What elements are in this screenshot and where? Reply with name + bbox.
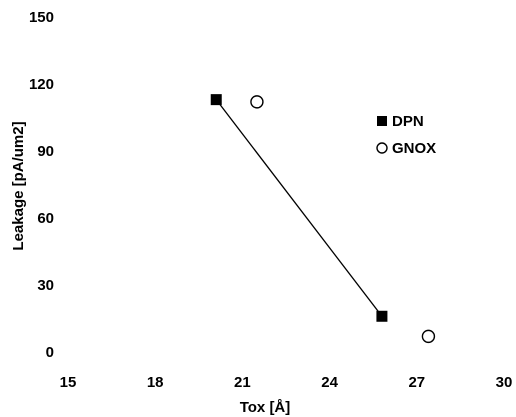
y-tick-label: 30: [37, 277, 54, 294]
x-tick-label: 18: [147, 374, 164, 391]
y-axis-ticks: 0 30 60 90 120 150: [29, 9, 54, 361]
legend-marker-dpn: [377, 116, 387, 126]
data-point-dpn: [376, 310, 388, 322]
x-tick-label: 24: [321, 374, 338, 391]
x-axis-title: Tox [Å]: [240, 399, 291, 416]
x-tick-label: 21: [234, 374, 251, 391]
data-point-dpn: [210, 94, 222, 106]
y-axis-title: Leakage [pA/um2]: [10, 121, 27, 250]
plot-area: [210, 94, 436, 344]
series-line-dpn: [215, 99, 383, 317]
legend-label-gnox: GNOX: [392, 140, 436, 157]
x-axis-ticks: 15 18 21 24 27 30: [60, 374, 513, 391]
y-tick-label: 120: [29, 76, 54, 93]
data-point-gnox: [250, 95, 264, 109]
x-tick-label: 30: [496, 374, 513, 391]
data-point-gnox: [421, 329, 436, 344]
y-tick-label: 90: [37, 143, 54, 160]
legend: DPN GNOX: [376, 113, 436, 157]
x-tick-label: 27: [408, 374, 425, 391]
y-tick-label: 60: [37, 210, 54, 227]
y-tick-label: 150: [29, 9, 54, 26]
legend-label-dpn: DPN: [392, 113, 424, 130]
x-tick-label: 15: [60, 374, 77, 391]
legend-marker-gnox: [376, 142, 388, 154]
y-tick-label: 0: [46, 344, 54, 361]
